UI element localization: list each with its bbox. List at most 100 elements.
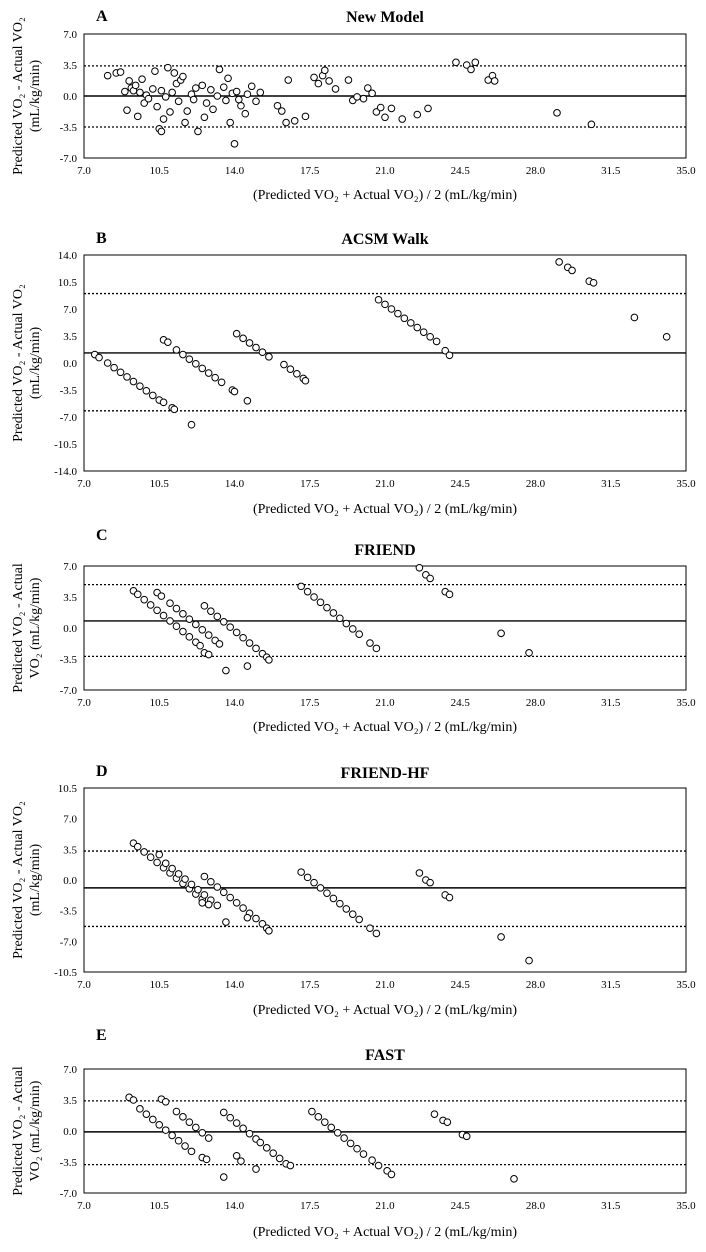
y-tick-label: 10.5 <box>58 277 78 289</box>
data-point <box>185 615 194 623</box>
x-tick-label: 7.0 <box>77 165 91 177</box>
data-point <box>331 85 340 93</box>
data-point <box>198 1128 207 1137</box>
data-point <box>168 88 176 97</box>
data-point <box>525 956 533 965</box>
x-tick-label: 17.5 <box>300 697 320 709</box>
data-point <box>443 1118 452 1126</box>
data-point <box>297 868 305 876</box>
data-point <box>265 927 273 935</box>
data-point <box>316 884 325 892</box>
data-point <box>136 88 144 97</box>
y-axis-title: Predicted VO₂ - Actual VO₂ (mL/kg/min) <box>11 801 43 959</box>
data-point <box>243 90 252 99</box>
data-point <box>198 898 207 907</box>
x-tick-label: 14.0 <box>225 478 245 490</box>
data-point <box>146 853 155 862</box>
x-tick-label: 14.0 <box>225 165 245 177</box>
data-point <box>359 94 368 103</box>
data-point <box>348 910 357 918</box>
data-point <box>181 875 189 883</box>
data-point <box>192 84 200 92</box>
data-point <box>200 602 209 610</box>
data-point <box>387 1170 396 1179</box>
x-tick-label: 14.0 <box>225 1200 245 1212</box>
data-point <box>452 58 460 67</box>
y-tick-label: 7.0 <box>63 1064 77 1076</box>
data-point <box>161 93 170 101</box>
x-tick-label: 35.0 <box>676 165 696 177</box>
data-point <box>213 92 222 100</box>
x-tick-label: 24.5 <box>451 478 471 490</box>
data-point <box>140 595 148 604</box>
x-tick-label: 28.0 <box>526 478 546 490</box>
data-point <box>310 73 318 82</box>
data-point <box>301 376 310 385</box>
data-point <box>192 620 200 629</box>
x-tick-label: 21.0 <box>375 165 395 177</box>
x-tick-label: 21.0 <box>375 697 395 709</box>
y-tick-label: 14.0 <box>58 250 78 262</box>
y-tick-label: 3.5 <box>63 331 77 343</box>
data-point <box>142 1110 151 1118</box>
data-point <box>252 97 260 106</box>
data-point <box>179 627 187 636</box>
data-point <box>462 1132 471 1141</box>
data-point <box>256 1138 265 1147</box>
data-point <box>314 1113 323 1121</box>
x-tick-label: 31.5 <box>601 979 621 991</box>
y-tick-label: -10.5 <box>54 439 77 451</box>
panel-title: FRIEND <box>354 542 415 559</box>
data-point <box>441 346 450 355</box>
data-point <box>381 300 389 309</box>
data-point <box>372 929 381 938</box>
data-point <box>323 889 331 897</box>
data-point <box>232 628 241 637</box>
data-point <box>329 609 338 617</box>
data-point <box>153 102 161 111</box>
data-point <box>308 1107 316 1116</box>
data-point <box>181 118 189 127</box>
data-point <box>179 350 187 359</box>
y-axis-title: Predicted VO₂ - Actual VO₂ (mL/kg/min) <box>11 284 43 442</box>
data-point <box>116 68 125 76</box>
data-point <box>353 93 361 101</box>
panel-letter: D <box>96 763 108 780</box>
y-tick-label: 7.0 <box>63 29 77 41</box>
data-point <box>200 891 209 899</box>
data-point <box>219 1108 228 1117</box>
y-tick-label: -7.0 <box>60 685 78 697</box>
data-point <box>161 859 170 868</box>
data-point <box>170 405 179 414</box>
y-tick-label: 7.0 <box>63 561 77 573</box>
data-point <box>336 899 344 908</box>
data-point <box>219 83 228 91</box>
data-point <box>372 108 381 116</box>
data-point <box>185 355 194 363</box>
data-point <box>219 888 228 897</box>
data-point <box>290 117 299 125</box>
data-point <box>172 1107 181 1116</box>
x-tick-label: 17.5 <box>300 979 320 991</box>
data-point <box>168 864 176 873</box>
data-point <box>151 67 159 75</box>
data-point <box>374 1161 383 1170</box>
data-point <box>348 625 357 633</box>
data-point <box>282 118 290 127</box>
x-tick-label: 17.5 <box>300 478 320 490</box>
panel-letter: B <box>96 230 107 247</box>
data-point <box>321 66 329 75</box>
y-tick-label: 0.0 <box>63 875 77 887</box>
data-point <box>497 933 505 941</box>
x-tick-label: 7.0 <box>77 1200 91 1212</box>
y-tick-label: 0.0 <box>63 91 77 103</box>
data-point <box>368 1156 376 1165</box>
data-point <box>280 360 288 369</box>
data-point <box>198 625 207 634</box>
data-point <box>303 587 312 596</box>
data-point <box>138 75 146 83</box>
x-tick-label: 10.5 <box>150 478 170 490</box>
panel-title: FAST <box>365 1047 405 1064</box>
x-axis-title: (Predicted VO₂ + Actual VO₂) / 2 (mL/kg/… <box>253 188 517 203</box>
x-tick-label: 24.5 <box>451 165 471 177</box>
